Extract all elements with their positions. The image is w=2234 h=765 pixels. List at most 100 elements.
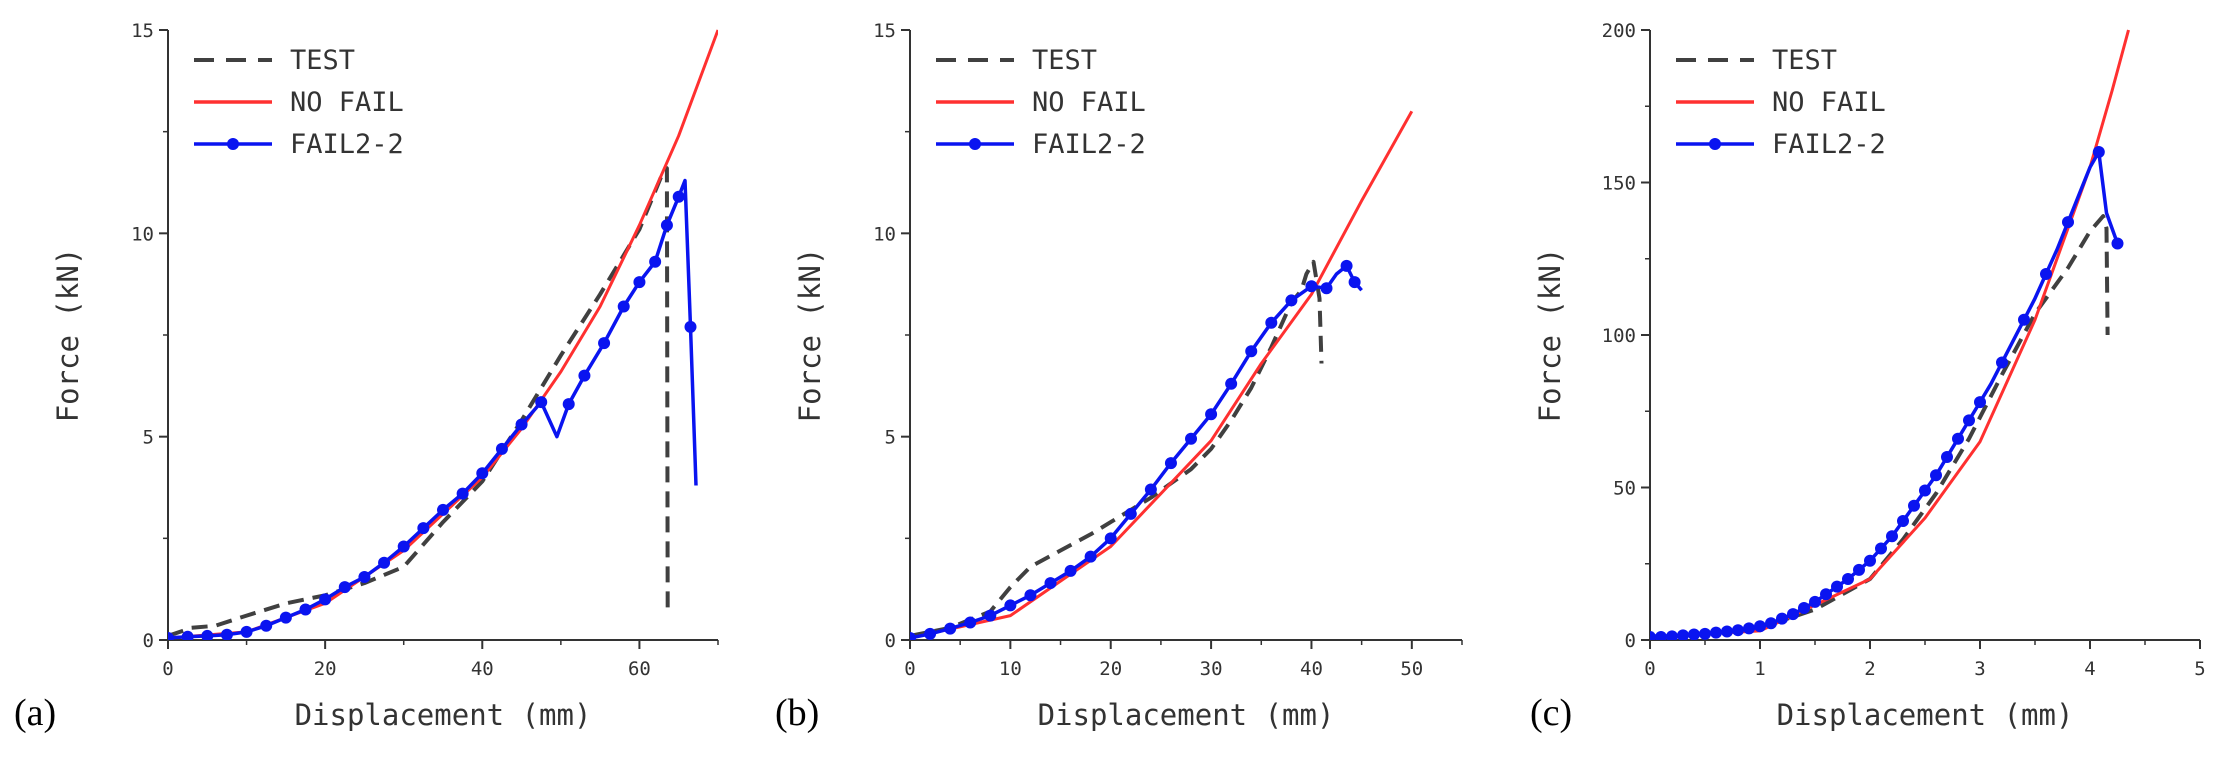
- data-point-marker: [1655, 630, 1667, 640]
- x-tick-label: 60: [628, 658, 651, 680]
- data-point-marker: [2018, 313, 2030, 326]
- data-point-marker: [1754, 620, 1766, 633]
- y-tick-label: 5: [885, 427, 896, 449]
- y-tick-label: 10: [873, 223, 896, 245]
- data-point-marker: [515, 418, 528, 431]
- y-tick-label: 50: [1613, 478, 1636, 500]
- data-point-marker: [1930, 469, 1942, 482]
- data-point-marker: [1853, 563, 1865, 576]
- data-point-marker: [1831, 580, 1843, 593]
- y-tick-label: 0: [885, 630, 896, 652]
- y-tick-label: 10: [131, 223, 154, 245]
- x-tick-label: 0: [162, 658, 173, 680]
- data-point-marker: [1699, 627, 1711, 640]
- x-tick-label: 0: [1644, 658, 1655, 680]
- data-point-marker: [617, 300, 630, 313]
- data-point-marker: [299, 603, 312, 616]
- y-tick-label: 150: [1602, 173, 1636, 195]
- data-point-marker: [338, 581, 351, 594]
- x-tick-label: 10: [999, 658, 1022, 680]
- x-tick-label: 30: [1200, 658, 1223, 680]
- y-axis-label: Force (kN): [1533, 248, 1567, 423]
- series-line-fail2-2: [168, 178, 698, 640]
- data-point-marker: [168, 631, 174, 640]
- x-axis-label: Displacement (mm): [1777, 698, 2074, 732]
- data-point-marker: [1908, 499, 1920, 512]
- legend-label-fail: FAIL2-2: [1032, 129, 1146, 160]
- series-line-test: [1650, 214, 2110, 639]
- legend-label-fail: FAIL2-2: [290, 129, 404, 160]
- legend: TEST NO FAIL FAIL2-2: [936, 45, 1146, 160]
- legend-label-nofail: NO FAIL: [1772, 87, 1886, 118]
- data-point-marker: [260, 619, 273, 632]
- data-point-marker: [456, 487, 469, 500]
- legend-label-test: TEST: [1032, 45, 1097, 76]
- data-point-marker: [437, 503, 449, 516]
- y-tick-label: 100: [1602, 325, 1636, 347]
- y-axis-label: Force (kN): [793, 248, 827, 423]
- data-point-marker: [1285, 294, 1298, 307]
- data-point-marker: [279, 611, 292, 624]
- series-line-test: [910, 259, 1324, 638]
- data-point-marker: [1787, 608, 1799, 621]
- y-tick-label: 15: [131, 20, 154, 42]
- data-point-marker: [1886, 530, 1898, 543]
- data-point-marker: [319, 593, 332, 606]
- data-point-marker: [1732, 624, 1744, 637]
- data-point-marker: [1963, 414, 1975, 427]
- x-axis-label: Displacement (mm): [295, 698, 592, 732]
- data-point-marker: [1710, 626, 1722, 639]
- y-tick-label: 200: [1602, 20, 1636, 42]
- data-point-marker: [1185, 432, 1198, 445]
- y-tick-label: 5: [143, 427, 154, 449]
- data-point-marker: [1064, 564, 1077, 577]
- data-point-marker: [1104, 532, 1117, 545]
- data-point-marker: [1164, 457, 1177, 470]
- data-point-marker: [1205, 408, 1218, 421]
- data-point-marker: [1245, 345, 1258, 358]
- data-point-marker: [1348, 276, 1361, 289]
- data-point-marker: [1952, 432, 1964, 445]
- legend-label-nofail: NO FAIL: [290, 87, 404, 118]
- data-point-marker: [1084, 550, 1097, 563]
- x-tick-label: 0: [904, 658, 915, 680]
- data-point-marker: [397, 540, 410, 553]
- data-point-marker: [1144, 483, 1157, 496]
- series-line-test: [168, 166, 670, 638]
- data-point-marker: [1820, 588, 1832, 601]
- chart-panel-b: 0 10 20 30 40 50 0 5 10 15 Displacement (mm) Force …: [775, 20, 1463, 734]
- x-tick-label: 1: [1754, 658, 1765, 680]
- data-point-marker: [598, 337, 611, 350]
- data-point-marker: [1650, 630, 1656, 640]
- y-axis-label: Force (kN): [51, 248, 85, 423]
- series-line-no-fail: [910, 110, 1414, 640]
- data-point-marker: [358, 570, 371, 583]
- panel-label: (b): [775, 692, 819, 734]
- legend: TEST NO FAIL FAIL2-2: [194, 45, 404, 160]
- data-point-marker: [578, 369, 591, 382]
- data-point-marker: [672, 190, 685, 203]
- data-point-marker: [495, 442, 508, 455]
- data-point-marker: [201, 629, 214, 640]
- data-point-marker: [910, 631, 916, 640]
- data-point-marker: [984, 609, 997, 622]
- x-tick-label: 4: [2084, 658, 2095, 680]
- plot-area: [168, 29, 718, 640]
- data-point-marker: [1265, 316, 1278, 329]
- data-point-marker: [2062, 216, 2074, 229]
- x-tick-label: 40: [1300, 658, 1323, 680]
- data-point-marker: [660, 219, 673, 232]
- data-point-marker: [1809, 595, 1821, 608]
- data-point-marker: [649, 255, 662, 268]
- data-point-marker: [1864, 554, 1876, 567]
- legend: TEST NO FAIL FAIL2-2: [1676, 45, 1886, 160]
- x-axis-label: Displacement (mm): [1038, 698, 1335, 732]
- data-point-marker: [924, 627, 937, 640]
- data-point-marker: [1941, 451, 1953, 463]
- data-point-marker: [2092, 146, 2105, 158]
- data-point-marker: [1798, 601, 1810, 614]
- data-point-marker: [1897, 515, 1909, 528]
- data-point-marker: [944, 622, 957, 635]
